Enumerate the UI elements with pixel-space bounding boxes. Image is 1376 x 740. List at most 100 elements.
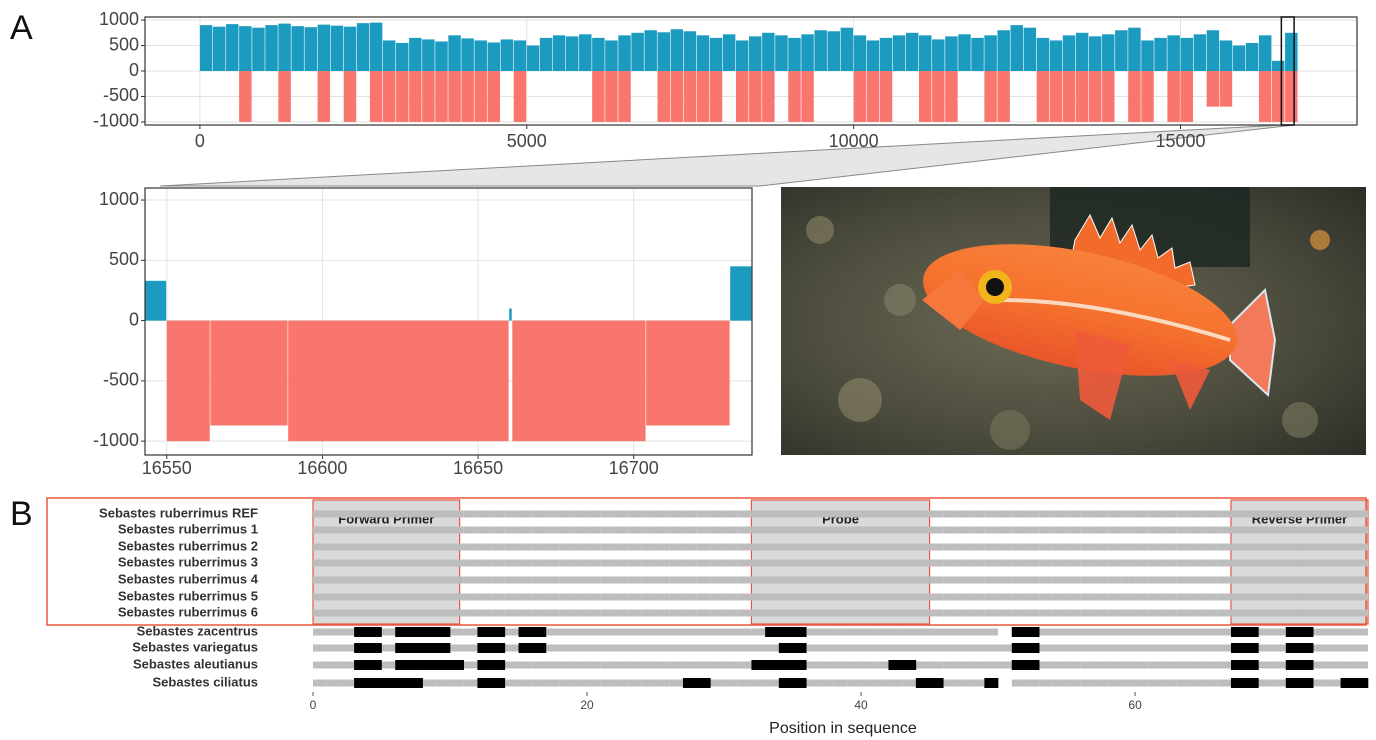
mismatch: [916, 678, 930, 688]
base: [573, 610, 587, 617]
base: [532, 527, 546, 534]
bar: [1076, 33, 1088, 71]
base: [669, 560, 683, 567]
base: [642, 645, 656, 652]
base: [847, 629, 861, 636]
base: [1108, 662, 1122, 669]
base: [642, 560, 656, 567]
base: [327, 610, 341, 617]
base: [861, 544, 875, 551]
bar: [357, 23, 369, 71]
base: [1080, 680, 1094, 687]
mismatch: [436, 660, 450, 670]
base: [1299, 610, 1313, 617]
base: [1025, 594, 1039, 601]
base: [601, 645, 615, 652]
base: [888, 594, 902, 601]
base: [313, 610, 327, 617]
bar: [448, 35, 460, 71]
base: [1313, 511, 1327, 518]
base: [1341, 610, 1355, 617]
base: [875, 527, 889, 534]
base: [450, 610, 464, 617]
base: [1341, 577, 1355, 584]
base: [971, 544, 985, 551]
base: [1135, 645, 1149, 652]
base: [1313, 629, 1327, 636]
base: [820, 511, 834, 518]
base: [368, 511, 382, 518]
base: [806, 680, 820, 687]
base: [916, 544, 930, 551]
base: [601, 544, 615, 551]
bar: [1246, 43, 1258, 71]
base: [1176, 680, 1190, 687]
bar: [723, 34, 735, 71]
base: [505, 610, 519, 617]
base: [477, 527, 491, 534]
base: [656, 662, 670, 669]
base: [1039, 680, 1053, 687]
base: [340, 577, 354, 584]
bar: [579, 34, 591, 71]
base: [546, 544, 560, 551]
base: [902, 511, 916, 518]
mismatch: [477, 627, 491, 637]
base: [916, 577, 930, 584]
base: [1094, 610, 1108, 617]
base: [601, 610, 615, 617]
base: [464, 645, 478, 652]
base: [779, 544, 793, 551]
base: [930, 645, 944, 652]
mismatch: [888, 660, 902, 670]
base: [560, 544, 574, 551]
base: [395, 544, 409, 551]
base: [1025, 511, 1039, 518]
base: [943, 680, 957, 687]
base: [943, 629, 957, 636]
bar: [448, 71, 460, 122]
base: [1258, 662, 1272, 669]
base: [1217, 577, 1231, 584]
base: [765, 527, 779, 534]
base: [382, 577, 396, 584]
base: [1204, 629, 1218, 636]
base: [902, 594, 916, 601]
base: [1094, 662, 1108, 669]
base: [916, 511, 930, 518]
bar: [1050, 40, 1062, 71]
mismatch: [765, 627, 779, 637]
base: [724, 594, 738, 601]
mismatch: [1025, 627, 1039, 637]
mismatch: [491, 643, 505, 653]
base: [1039, 594, 1053, 601]
base: [656, 544, 670, 551]
mismatch: [779, 643, 793, 653]
base: [1176, 594, 1190, 601]
base: [806, 610, 820, 617]
base: [943, 594, 957, 601]
gap: [998, 629, 1012, 636]
mismatch: [779, 627, 793, 637]
base: [834, 594, 848, 601]
base: [382, 610, 396, 617]
base: [888, 544, 902, 551]
base: [313, 577, 327, 584]
x-axis-title: Position in sequence: [769, 720, 917, 737]
base: [1149, 645, 1163, 652]
mismatch: [902, 660, 916, 670]
mismatch: [1341, 678, 1355, 688]
bar: [1220, 40, 1232, 71]
base: [1108, 511, 1122, 518]
base: [669, 594, 683, 601]
base: [313, 560, 327, 567]
base: [368, 594, 382, 601]
base: [888, 560, 902, 567]
base: [957, 527, 971, 534]
base: [628, 527, 642, 534]
bar: [1194, 34, 1206, 71]
base: [984, 610, 998, 617]
base: [1313, 544, 1327, 551]
bar: [684, 71, 696, 122]
base: [327, 594, 341, 601]
